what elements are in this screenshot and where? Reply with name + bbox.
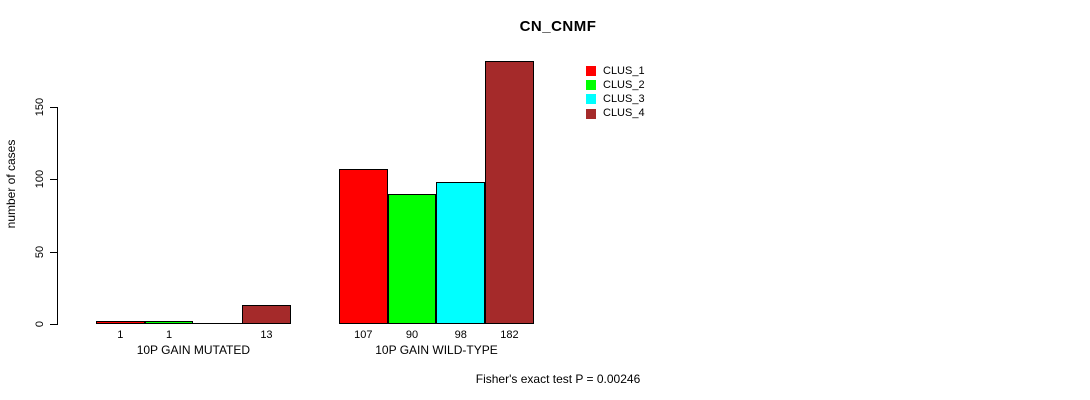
bar-mutated-clus3 (193, 323, 243, 324)
fisher-test-annotation: Fisher's exact test P = 0.00246 (475, 372, 641, 386)
legend-swatch-clus3 (586, 94, 596, 105)
y-tick-100 (50, 179, 57, 181)
legend-item-clus1: CLUS_1 (586, 64, 645, 78)
legend-item-clus3: CLUS_3 (586, 92, 645, 106)
category-label-mutated: 10P GAIN MUTATED (136, 343, 251, 357)
legend-label-clus4: CLUS_4 (603, 107, 645, 120)
bar-value-mutated-clus4: 13 (260, 329, 273, 341)
bar-mutated-clus2 (144, 321, 194, 324)
bar-wildtype-clus4 (485, 61, 534, 324)
legend-item-clus2: CLUS_2 (586, 78, 645, 92)
y-tick-label-50: 50 (34, 245, 46, 258)
category-label-wildtype: 10P GAIN WILD-TYPE (375, 343, 498, 357)
y-axis-line (57, 107, 58, 325)
bar-value-mutated-clus1: 1 (117, 329, 124, 341)
bar-value-mutated-clus2: 1 (165, 329, 173, 341)
legend-label-clus2: CLUS_2 (603, 78, 645, 91)
y-tick-0 (50, 324, 57, 325)
y-tick-label-0: 0 (34, 320, 46, 328)
bar-value-wildtype-clus4: 182 (500, 329, 519, 341)
legend-swatch-clus4 (586, 108, 596, 119)
bar-mutated-clus4 (242, 305, 291, 324)
bar-wildtype-clus2 (387, 194, 437, 324)
bar-value-wildtype-clus1: 107 (354, 329, 373, 341)
legend: CLUS_1 CLUS_2 CLUS_3 CLUS_4 (586, 64, 645, 121)
y-tick-150 (50, 107, 57, 108)
legend-swatch-clus2 (586, 80, 596, 91)
legend-label-clus3: CLUS_3 (603, 92, 645, 105)
legend-swatch-clus1 (586, 66, 596, 77)
y-tick-label-100: 100 (34, 170, 46, 189)
bar-wildtype-clus3 (436, 182, 486, 324)
bar-value-wildtype-clus3: 98 (454, 329, 467, 341)
bar-value-wildtype-clus2: 90 (405, 329, 419, 341)
legend-label-clus1: CLUS_1 (603, 64, 645, 77)
bar-mutated-clus1 (96, 321, 145, 324)
y-tick-50 (50, 251, 57, 253)
y-axis-title: number of cases (4, 139, 18, 229)
legend-item-clus4: CLUS_4 (586, 107, 645, 121)
y-tick-label-150: 150 (34, 97, 46, 117)
bar-wildtype-clus1 (339, 169, 388, 324)
chart-title: CN_CNMF (519, 18, 597, 35)
